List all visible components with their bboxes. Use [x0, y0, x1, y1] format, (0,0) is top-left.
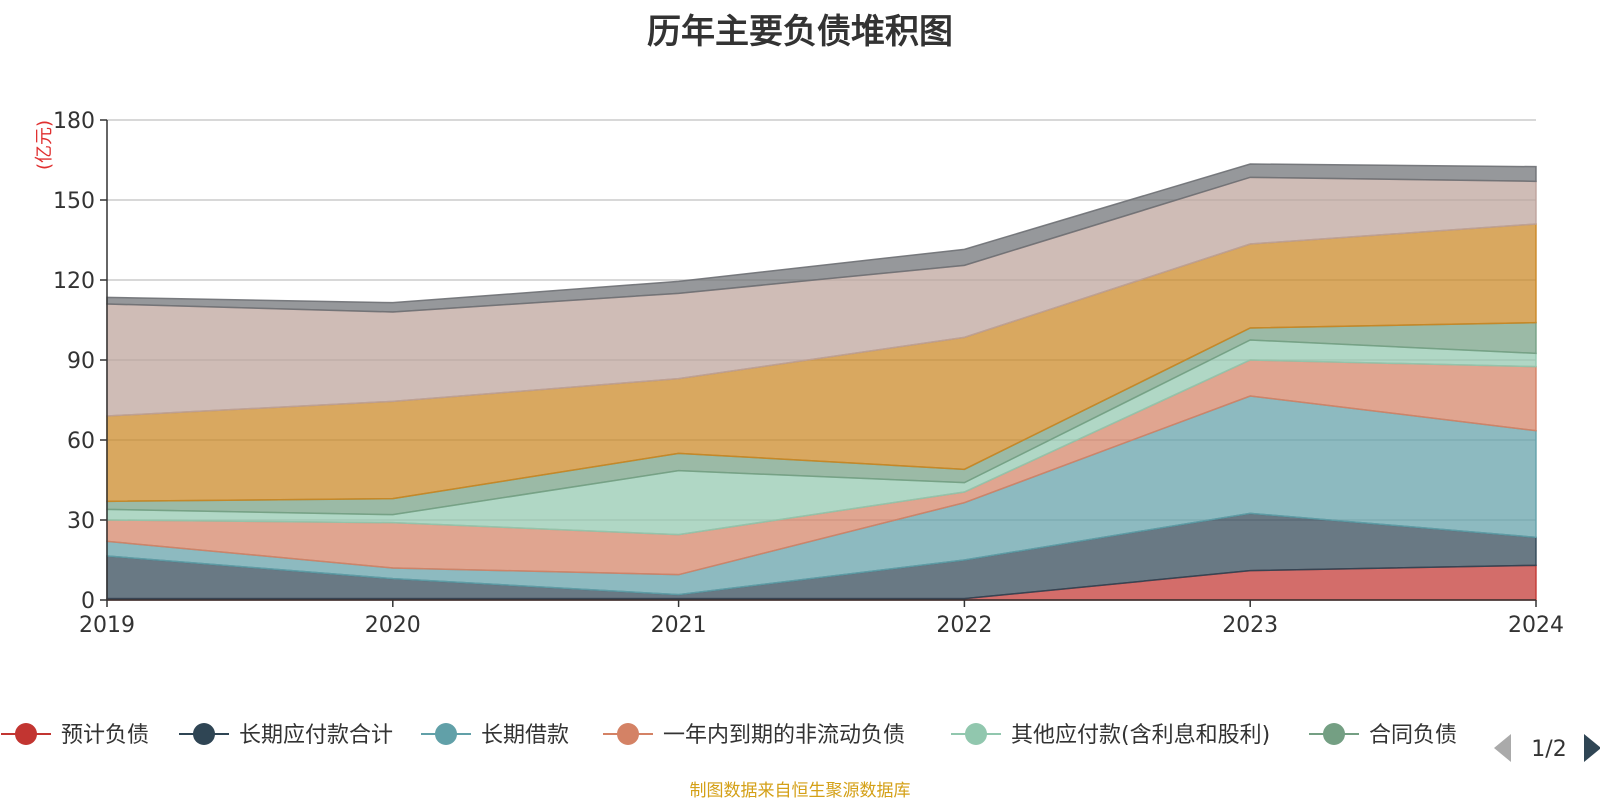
legend-page-indicator: 1/2: [1531, 737, 1566, 762]
legend-circle-marker: [965, 723, 987, 745]
x-tick-label: 2019: [79, 613, 135, 638]
legend-item[interactable]: 合同负债: [1309, 723, 1457, 748]
x-tick-label: 2023: [1222, 613, 1278, 638]
legend-next-page-icon[interactable]: [1584, 734, 1600, 762]
area-series-layer: [106, 163, 1537, 601]
legend-label: 长期应付款合计: [239, 723, 393, 748]
x-tick-label: 2024: [1508, 613, 1564, 638]
legend-circle-marker: [1323, 723, 1345, 745]
x-tick-label: 2022: [936, 613, 992, 638]
y-tick-label: 150: [53, 189, 95, 214]
y-tick-label: 30: [67, 509, 95, 534]
legend-circle-marker: [193, 723, 215, 745]
legend-label: 长期借款: [481, 723, 569, 748]
legend-item[interactable]: 长期应付款合计: [179, 723, 393, 748]
y-tick-label: 90: [67, 349, 95, 374]
axes: 0 30 60 90 120 150 180 2019 2020 2021 2022 2023 2024: [53, 109, 1564, 638]
legend-prev-page-icon[interactable]: [1494, 734, 1511, 762]
x-tick-label: 2021: [651, 613, 707, 638]
y-tick-label: 120: [53, 269, 95, 294]
legend-label: 一年内到期的非流动负债: [663, 723, 905, 748]
legend-circle-marker: [15, 723, 37, 745]
area-series-8: [106, 163, 1537, 313]
legend-item[interactable]: 一年内到期的非流动负债: [603, 723, 905, 748]
y-tick-label: 180: [53, 109, 95, 134]
legend-pager: 1/2: [1494, 734, 1600, 762]
legend: 预计负债 长期应付款合计 长期借款 一年内到期的非流动负债 其他应付款(含利息和股利) 合…: [1, 723, 1457, 748]
y-axis-unit-label: (亿元): [34, 120, 55, 170]
legend-circle-marker: [617, 723, 639, 745]
legend-item[interactable]: 预计负债: [1, 723, 149, 748]
legend-label: 合同负债: [1369, 723, 1457, 748]
legend-item[interactable]: 长期借款: [421, 723, 569, 748]
x-tick-label: 2020: [365, 613, 421, 638]
data-source-note: 制图数据来自恒生聚源数据库: [689, 781, 911, 801]
legend-label: 其他应付款(含利息和股利): [1011, 723, 1270, 748]
legend-circle-marker: [435, 723, 457, 745]
chart-title: 历年主要负债堆积图: [647, 12, 953, 52]
legend-label: 预计负债: [61, 723, 149, 748]
y-tick-label: 60: [67, 429, 95, 454]
y-tick-label: 0: [81, 589, 95, 614]
legend-item[interactable]: 其他应付款(含利息和股利): [951, 723, 1270, 748]
